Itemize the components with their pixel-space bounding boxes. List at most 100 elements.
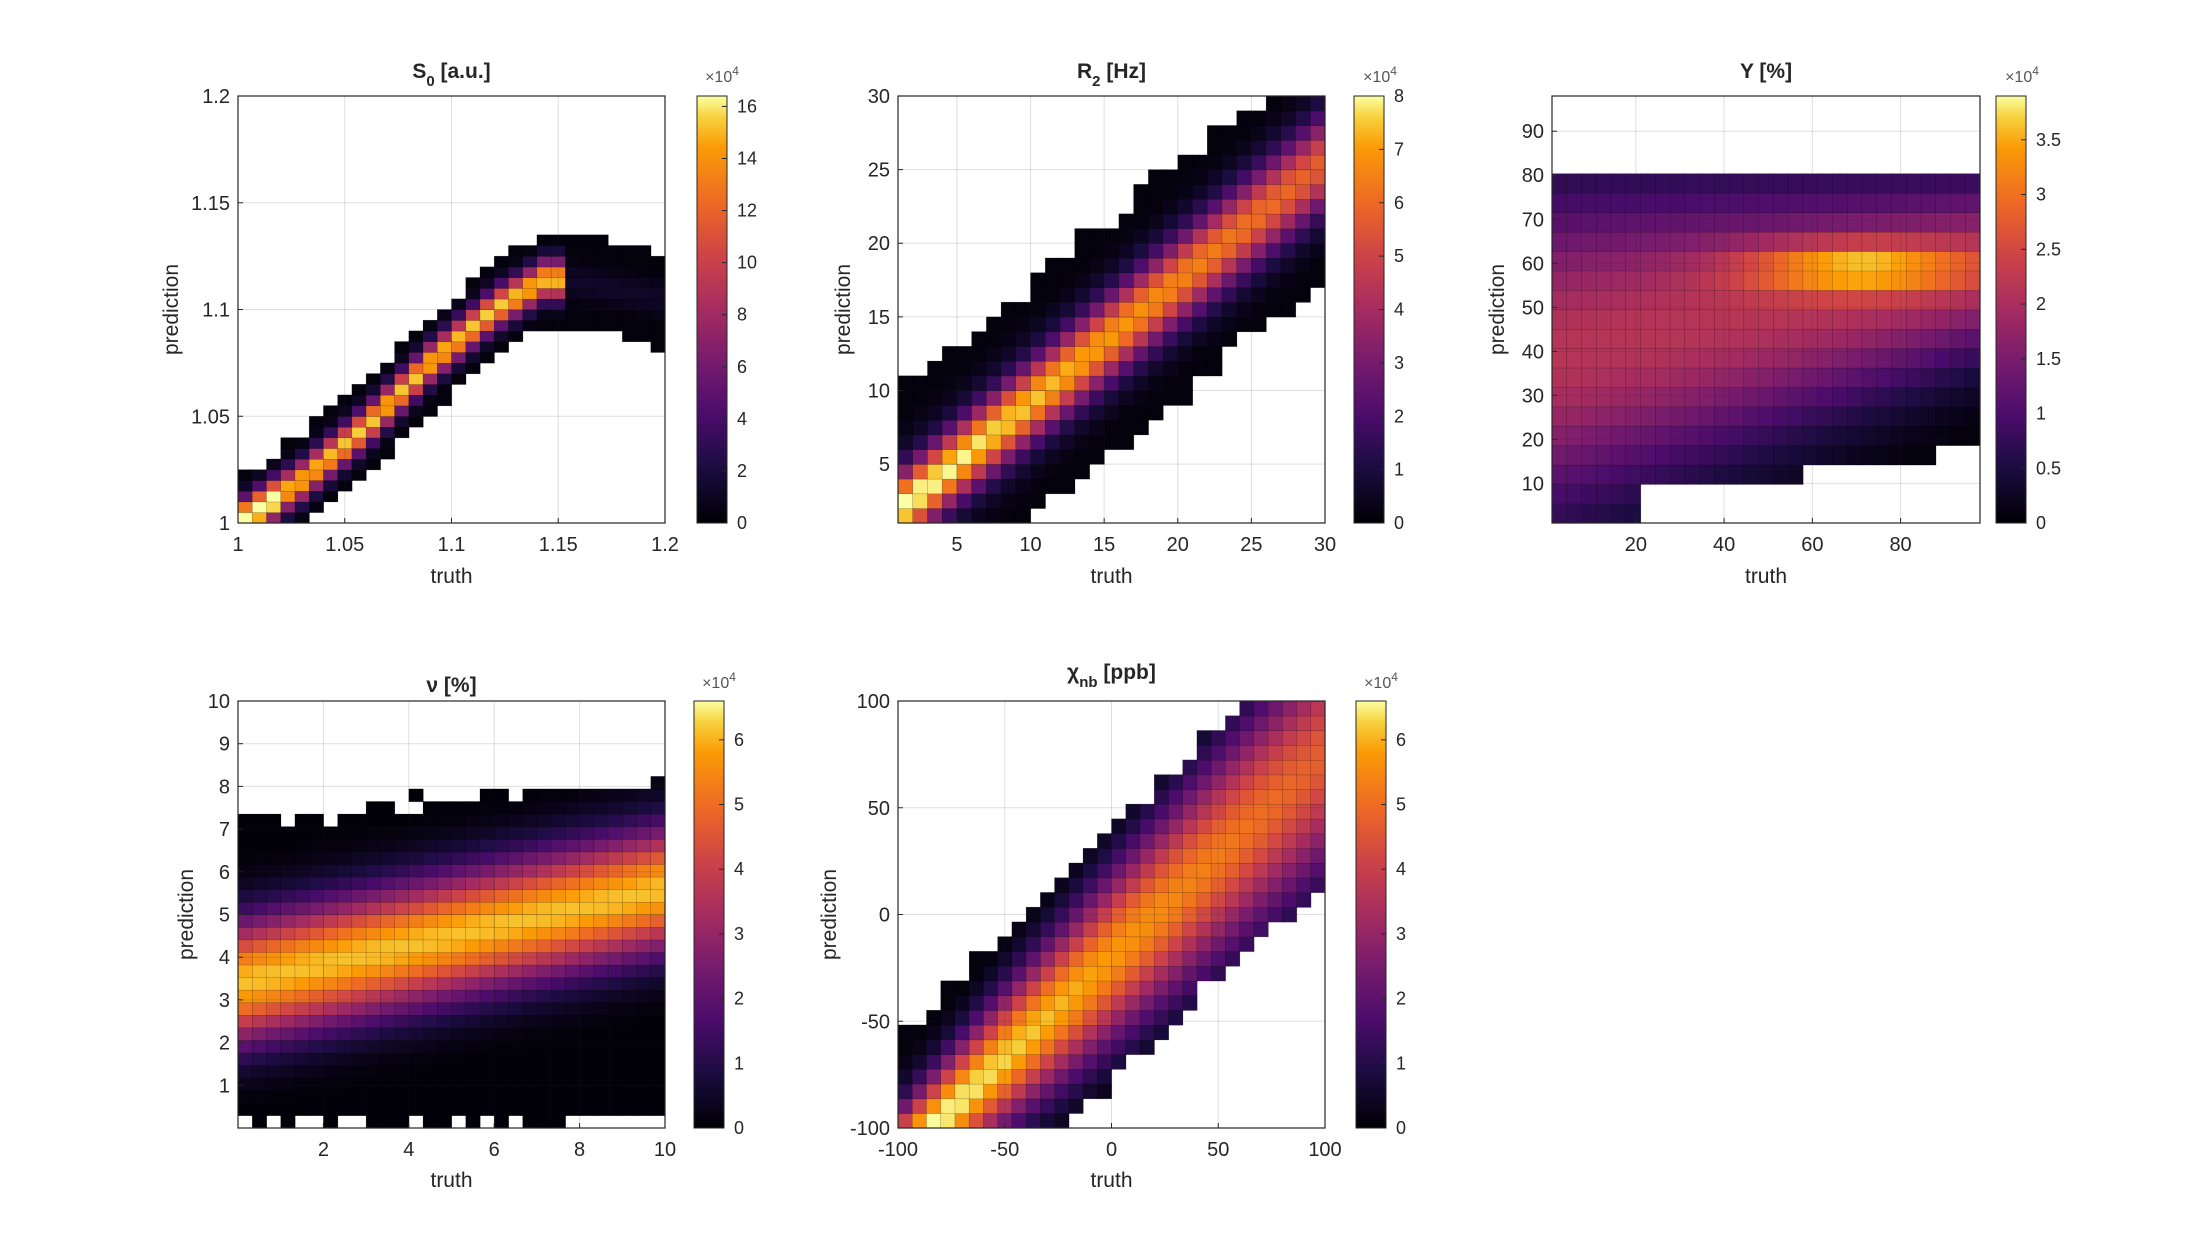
heatmap-cell [408,838,424,853]
heatmap-cell [1103,331,1120,347]
heatmap-cell [622,914,638,928]
heatmap-cell [237,512,253,524]
heatmap-cell [365,889,381,903]
heatmap-cell [1054,965,1070,982]
heatmap-cell [408,341,424,353]
heatmap-cell [579,876,595,890]
heatmap-cell [550,901,566,916]
heatmap-cell [1728,386,1745,408]
heatmap-cell [394,989,410,1003]
heatmap-cell [1082,951,1098,967]
heatmap-cell [1153,936,1169,952]
heatmap-cell [1221,125,1238,141]
heatmap-cell [607,266,623,279]
x-ticks: -100 -50 0 50 100 [878,1123,1342,1161]
heatmap-cell [437,876,453,890]
heatmap-cell [1206,316,1223,333]
heatmap-cell [1111,892,1127,908]
heatmap-cell [323,851,339,865]
colorbar-tick-label: 8 [1394,86,1404,106]
heatmap-cell [237,1052,253,1066]
heatmap-cell [1097,921,1113,938]
heatmap-cell [365,964,381,978]
heatmap-cell [1950,270,1966,291]
heatmap-cell [280,1052,296,1066]
heatmap-cell [941,463,958,480]
heatmap-cell [1089,404,1105,421]
heatmap-cell [565,1052,581,1066]
heatmap-cell [579,1052,595,1066]
heatmap-cell [380,373,396,385]
heatmap-cell [1000,508,1017,524]
heatmap-cell [1139,892,1155,908]
heatmap-cell [294,1002,310,1016]
heatmap-cell [1225,847,1241,864]
heatmap-cell [251,1039,268,1054]
heatmap-cell [1139,877,1155,893]
heatmap-cell [1054,980,1070,997]
heatmap-cell [1068,980,1084,997]
heatmap-cell [593,1014,609,1029]
heatmap-cell [1133,213,1149,230]
heatmap-cell [1787,445,1804,466]
heatmap-cell [1182,759,1198,776]
heatmap-cell [1684,406,1701,427]
heatmap-cell [1282,759,1298,776]
heatmap-cell [437,1027,453,1041]
heatmap-cell [422,939,438,953]
heatmap-cell [1192,360,1208,377]
heatmap-cell [1030,434,1046,450]
heatmap-cell [1000,346,1017,362]
heatmap-cell [1758,173,1774,194]
heatmap-cell [1846,212,1863,233]
heatmap-cell [1699,406,1715,427]
x-tick-label: 1.15 [539,534,578,556]
heatmap-cell [508,989,524,1003]
heatmap-cell [971,404,987,421]
heatmap-cell [607,901,623,916]
heatmap-cell [479,1090,495,1104]
heatmap-cell [1097,951,1113,967]
heatmap-cell [1265,213,1282,230]
heatmap-cell [1059,478,1076,495]
heatmap-cell [1876,406,1892,427]
heatmap-cell [1265,272,1282,288]
heatmap-cell [479,788,495,803]
heatmap-cell [927,360,943,377]
heatmap-cell [1773,464,1789,485]
heatmap-cell [451,1014,467,1029]
heatmap-cell [579,277,595,289]
x-axis-label: truth [1090,565,1132,588]
heatmap-cell [1082,980,1098,997]
heatmap-cell [266,939,282,953]
heatmap-cell [1596,231,1612,252]
heatmap-cell [968,1009,984,1026]
heatmap-cell [971,449,987,465]
heatmap-cell [508,1039,524,1054]
heatmap-cell [1581,192,1597,214]
heatmap-cell [1068,1068,1084,1085]
heatmap-cell [607,813,623,828]
heatmap-cell [522,788,538,803]
heatmap-cell [971,508,987,524]
heatmap-cell [636,287,652,300]
heatmap-cell [380,951,396,966]
heatmap-cell [522,926,538,941]
heatmap-cell [351,458,367,471]
heatmap-cell [650,964,666,978]
heatmap-cell [451,964,467,978]
heatmap-cell [1566,483,1583,505]
heatmap-cell [308,1002,324,1016]
heatmap-cell [1196,833,1212,849]
heatmap-cell [1267,862,1283,879]
heatmap-cell [550,813,566,828]
heatmap-cell [1153,789,1169,805]
heatmap-cell [565,838,581,853]
heatmap-cell [1206,213,1223,230]
heatmap-cell [351,1027,367,1041]
heatmap-cell [1015,390,1032,406]
heatmap-cell [380,1090,396,1104]
heatmap-cell [1817,445,1833,466]
heatmap-cell [1030,404,1046,421]
heatmap-cell [1832,173,1848,194]
